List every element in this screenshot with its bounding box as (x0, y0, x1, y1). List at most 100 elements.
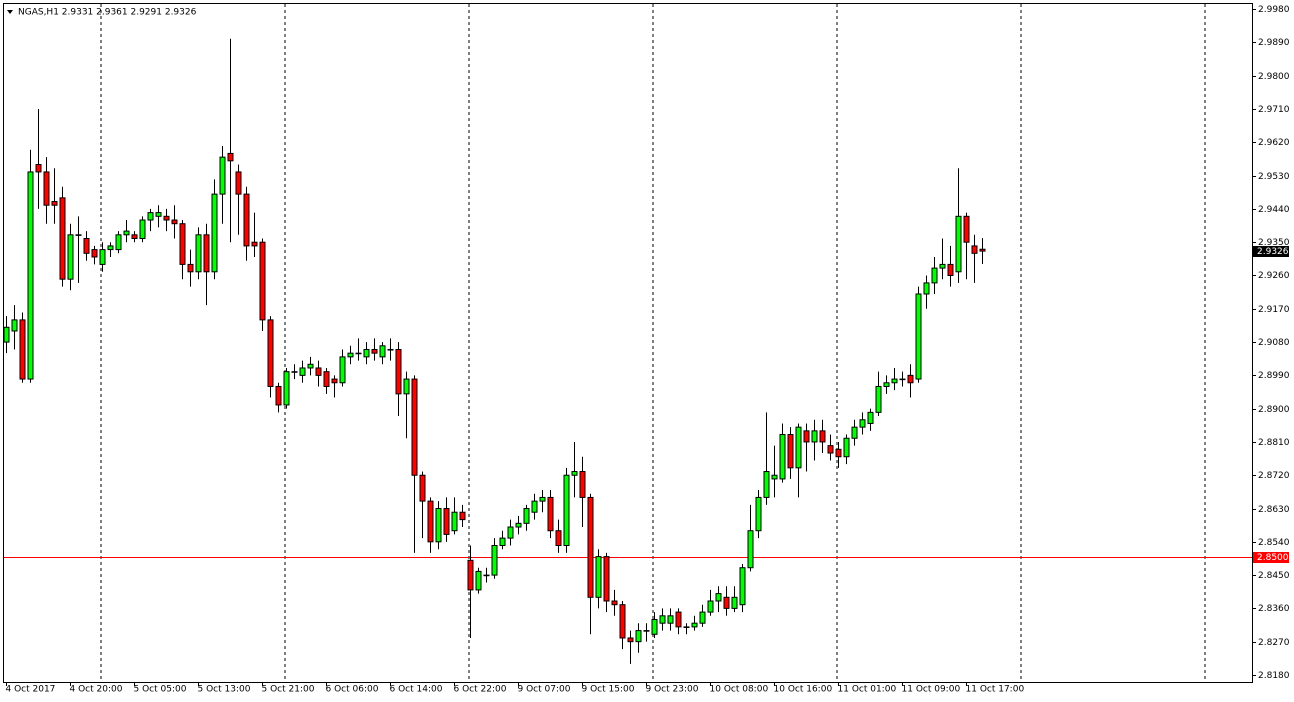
candle-body (307, 363, 314, 369)
x-tick-label: 11 Oct 17:00 (966, 685, 1025, 695)
candle-body (563, 474, 570, 547)
candle-body (899, 378, 906, 381)
candle-body (435, 508, 442, 543)
y-tick-label: 2.9080 (1258, 338, 1290, 348)
x-tick-label: 11 Oct 01:00 (838, 685, 897, 695)
candle-body (595, 556, 602, 598)
candle-body (587, 496, 594, 598)
candle-body (411, 378, 418, 476)
x-tick-label: 5 Oct 21:00 (262, 685, 315, 695)
candle-body (115, 234, 122, 251)
candle-body (723, 596, 730, 609)
candle-body (787, 434, 794, 469)
x-tick-label: 6 Oct 14:00 (390, 685, 443, 695)
candle-body (627, 637, 634, 643)
candle-body (667, 615, 674, 624)
x-tick-label: 9 Oct 07:00 (518, 685, 571, 695)
candle-body (507, 526, 514, 539)
candle-body (355, 352, 362, 355)
candle-body (75, 234, 82, 236)
candle-body (267, 319, 274, 387)
candle-body (851, 426, 858, 439)
y-tick-label: 2.9620 (1258, 138, 1290, 148)
candle-body (683, 626, 690, 628)
candle-body (211, 193, 218, 273)
candle-body (43, 171, 50, 206)
candle-body (635, 630, 642, 643)
y-tick-label: 2.8900 (1258, 405, 1290, 415)
last-price-box (1253, 246, 1289, 257)
y-tick-label: 2.8540 (1258, 538, 1290, 548)
candle-body (331, 378, 338, 384)
y-tick-label: 2.9800 (1258, 72, 1290, 82)
candle-body (235, 171, 242, 195)
candle-body (131, 234, 138, 240)
candle-body (779, 434, 786, 480)
candle-body (3, 326, 10, 343)
candle-body (707, 600, 714, 613)
candle-body (379, 345, 386, 358)
candle-body (443, 508, 450, 535)
candle-body (219, 156, 226, 195)
y-tick-label: 2.8270 (1258, 638, 1290, 648)
y-tick-label: 2.9260 (1258, 271, 1290, 281)
y-tick-label: 2.8450 (1258, 571, 1290, 581)
candle-body (11, 319, 18, 332)
candle-body (963, 215, 970, 243)
candle-body (171, 219, 178, 225)
level-price-label: 2.8500 (1257, 553, 1289, 563)
candle-body (27, 171, 34, 380)
candle-body (299, 367, 306, 376)
candle-body (739, 567, 746, 606)
candle-body (347, 352, 354, 358)
candle-body (51, 201, 58, 206)
last-price-label: 2.9326 (1257, 247, 1289, 257)
candle-body (819, 430, 826, 443)
candle-body (451, 511, 458, 532)
candle-body (91, 249, 98, 258)
candle-body (395, 348, 402, 395)
candle-body (363, 348, 370, 358)
candle-body (611, 600, 618, 606)
candle-body (107, 245, 114, 251)
candle-body (515, 522, 522, 528)
candle-body (419, 474, 426, 502)
candle-body (843, 437, 850, 458)
candle-body (123, 230, 130, 236)
chart-title: NGAS,H1 2.9331 2.9361 2.9291 2.9326 (18, 8, 197, 18)
candle-body (523, 508, 530, 524)
candle-body (163, 215, 170, 221)
candle-body (891, 378, 898, 384)
candle-body (715, 593, 722, 602)
candle-body (979, 248, 986, 252)
candle-body (923, 282, 930, 295)
y-tick-label: 2.8180 (1258, 671, 1290, 681)
candle-body (803, 430, 810, 443)
y-tick-label: 2.8810 (1258, 438, 1290, 448)
candle-body (403, 378, 410, 395)
candle-body (755, 496, 762, 532)
candle-body (875, 385, 882, 413)
candle-body (571, 471, 578, 476)
candle-body (811, 430, 818, 443)
y-tick-label: 2.9710 (1258, 105, 1290, 115)
level-price-box (1253, 552, 1289, 563)
candle-body (619, 604, 626, 639)
candle-body (339, 356, 346, 384)
candle-body (139, 219, 146, 240)
candle-body (771, 474, 778, 480)
candle-body (491, 545, 498, 576)
candle-body (947, 263, 954, 276)
symbol-menu-arrow[interactable] (7, 10, 13, 14)
candle-body (651, 618, 658, 635)
candle-body (59, 197, 66, 280)
candle-body (603, 556, 610, 602)
candle-body (35, 164, 42, 173)
x-tick-label: 11 Oct 09:00 (902, 685, 961, 695)
candle-body (867, 411, 874, 424)
candle-body (691, 622, 698, 628)
candle-body (539, 496, 546, 502)
